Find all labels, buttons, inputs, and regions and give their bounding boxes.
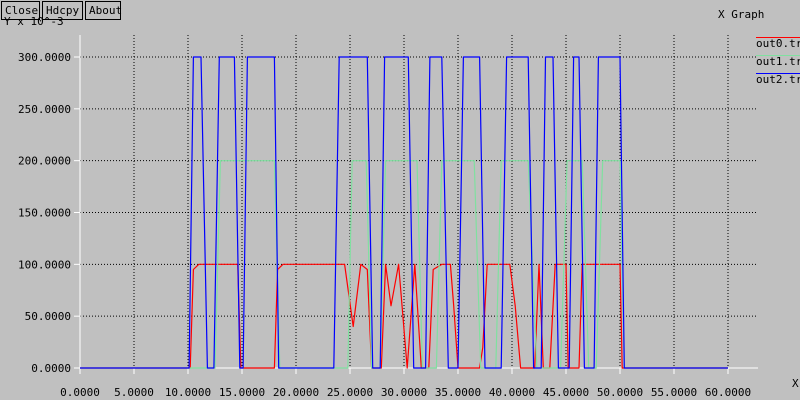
x-tick-label: 50.0000 bbox=[597, 386, 643, 399]
close-button[interactable]: Close bbox=[1, 1, 40, 20]
x-tick-label: 45.0000 bbox=[543, 386, 589, 399]
tick-labels: 0.0000 5.0000 10.0000 15.0000 20.0000 25.0000… bbox=[18, 51, 751, 399]
legend-swatch bbox=[756, 73, 800, 74]
y-tick-label: 0.0000 bbox=[31, 362, 71, 375]
x-tick-label: 55.0000 bbox=[651, 386, 697, 399]
x-tick-label: 35.0000 bbox=[435, 386, 481, 399]
y-tick-label: 200.0000 bbox=[18, 155, 71, 168]
x-tick-label: 60.0000 bbox=[705, 386, 751, 399]
y-tick-label: 50.0000 bbox=[25, 310, 71, 323]
hardcopy-button[interactable]: Hdcpy bbox=[42, 1, 83, 20]
series-line-2 bbox=[80, 56, 728, 369]
x-tick-label: 0.0000 bbox=[60, 386, 100, 399]
y-tick-label: 300.0000 bbox=[18, 51, 71, 64]
x-tick-label: 20.0000 bbox=[273, 386, 319, 399]
x-tick-label: 30.0000 bbox=[381, 386, 427, 399]
x-axis-title: X bbox=[792, 377, 799, 390]
legend-item-2: out2.tr bbox=[756, 73, 800, 86]
y-tick-label: 250.0000 bbox=[18, 103, 71, 116]
series-line-0 bbox=[80, 263, 728, 369]
y-tick-label: 150.0000 bbox=[18, 207, 71, 220]
legend-label: out1.tr bbox=[756, 55, 800, 68]
x-tick-label: 5.0000 bbox=[114, 386, 154, 399]
axes bbox=[74, 35, 758, 374]
y-axis-title: Y x 10^-3 bbox=[4, 15, 64, 28]
legend-item-1: out1.tr bbox=[756, 55, 800, 68]
x-tick-label: 25.0000 bbox=[327, 386, 373, 399]
series-lines bbox=[80, 56, 728, 369]
grid bbox=[80, 35, 758, 368]
x-tick-label: 15.0000 bbox=[219, 386, 265, 399]
legend-label: out0.tr bbox=[756, 37, 800, 50]
legend-swatch bbox=[756, 37, 800, 38]
about-button[interactable]: About bbox=[85, 1, 122, 20]
legend-swatch bbox=[756, 55, 800, 56]
x-tick-label: 40.0000 bbox=[489, 386, 535, 399]
legend-label: out2.tr bbox=[756, 73, 800, 86]
x-tick-label: 10.0000 bbox=[165, 386, 211, 399]
y-tick-label: 100.0000 bbox=[18, 258, 71, 271]
graph-title: X Graph bbox=[718, 8, 765, 21]
legend-item-0: out0.tr bbox=[756, 37, 800, 50]
